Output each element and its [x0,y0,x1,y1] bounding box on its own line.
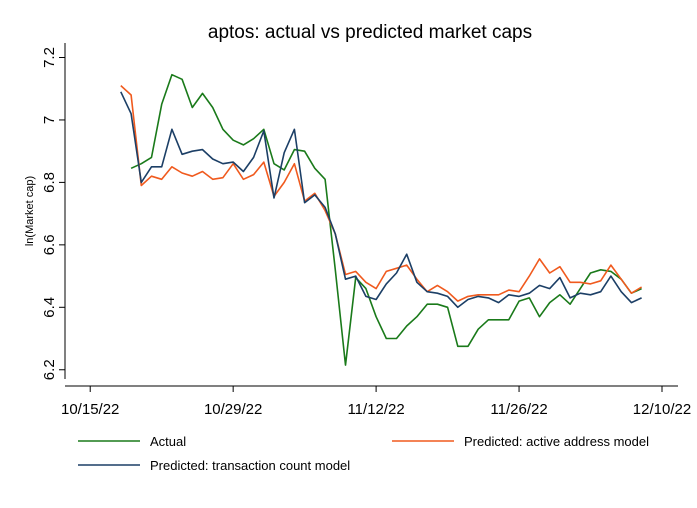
x-tick-label: 10/15/22 [61,401,119,418]
y-axis-label: ln(Market cap) [24,176,36,246]
legend: Actual Predicted: active address model P… [78,434,649,473]
plot-lines [120,73,643,366]
x-ticks: 10/15/22 10/29/22 11/12/22 11/26/22 12/10/22 [61,386,691,418]
x-tick-label: 12/10/22 [633,401,691,418]
legend-label-actual: Actual [150,434,186,449]
x-tick-label: 11/26/22 [490,401,547,418]
y-tick-label: 7 [41,116,58,124]
y-tick-label: 6.8 [41,172,58,193]
y-tick-label: 7.2 [41,47,58,68]
series-line-transaction-count [120,91,642,309]
chart-title: aptos: actual vs predicted market caps [208,22,532,43]
x-tick-label: 10/29/22 [204,401,262,418]
y-tick-label: 6.2 [41,359,58,380]
series-line-actual [130,73,642,366]
y-tick-label: 6.4 [41,297,58,318]
legend-label-active-address: Predicted: active address model [464,434,649,449]
x-tick-label: 11/12/22 [347,401,404,418]
series-line-active-address [120,85,643,302]
y-tick-label: 6.6 [41,234,58,255]
y-ticks: 6.2 6.4 6.6 6.8 7 7.2 [41,47,65,380]
legend-label-transaction-count: Predicted: transaction count model [150,458,350,473]
